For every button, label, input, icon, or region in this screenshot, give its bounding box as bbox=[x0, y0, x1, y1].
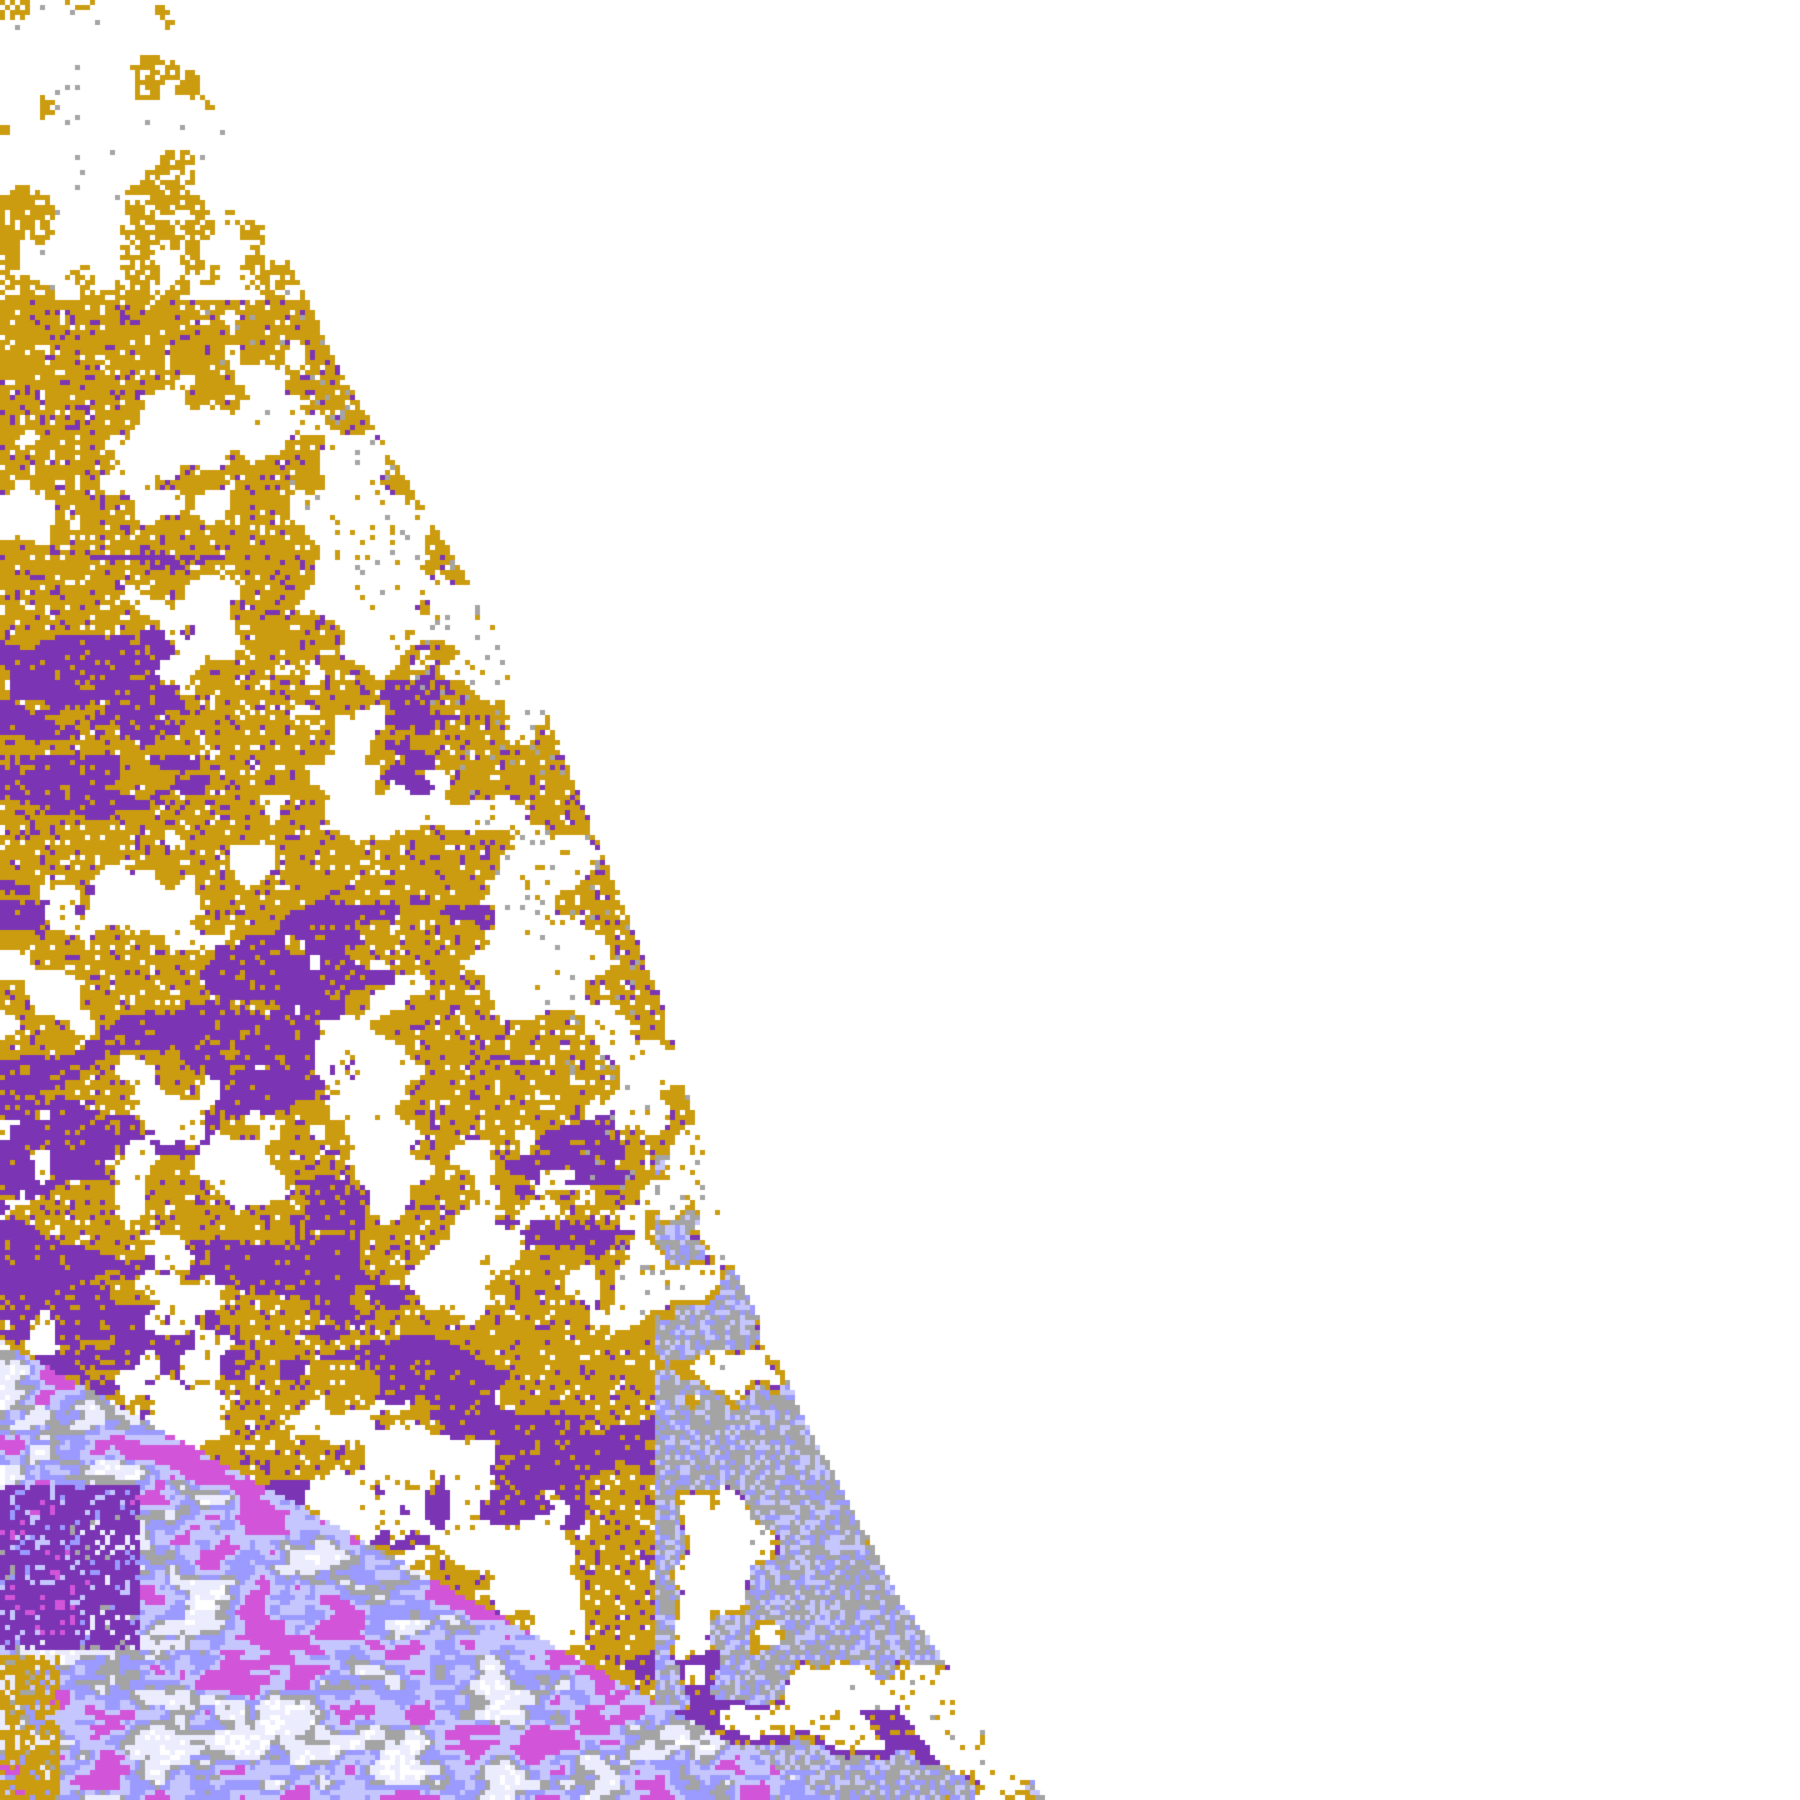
classification-map bbox=[0, 0, 1800, 1800]
satellite-swath-image bbox=[0, 0, 1800, 1800]
